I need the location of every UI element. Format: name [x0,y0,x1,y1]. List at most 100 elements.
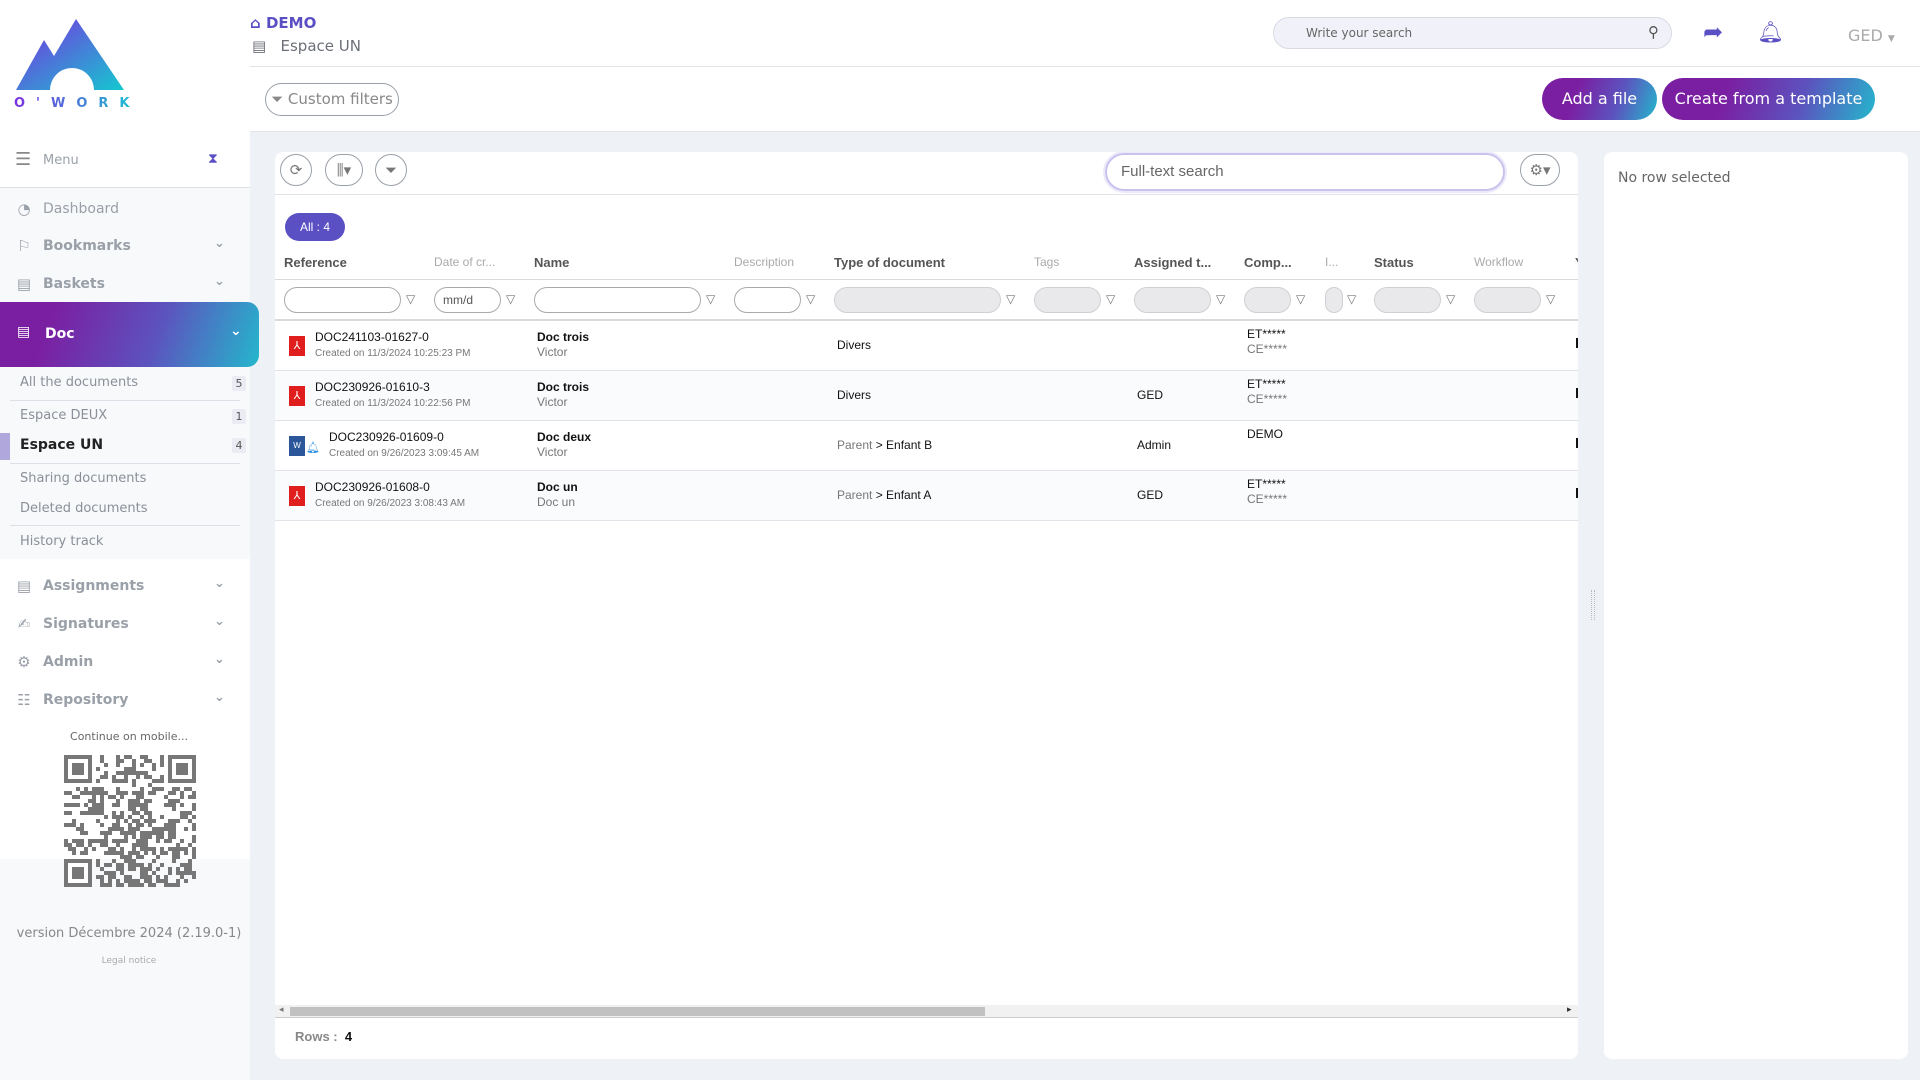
filter-icon[interactable]: ▽ [1106,292,1116,306]
doc-type: Divers [837,338,872,352]
table-row[interactable]: ⅄ DOC230926-01608-0 Created on 9/26/2023 … [275,471,1578,521]
filter-icon[interactable]: ▽ [1546,292,1556,306]
bell-icon[interactable]: 🔔︎ [1757,20,1784,44]
sidebar-item-dashboard[interactable]: ◔ Dashboard [17,200,119,218]
table-row[interactable]: ⅄ DOC230926-01610-3 Created on 11/3/2024 … [275,371,1578,421]
scroll-right-icon[interactable]: ▸ [1567,1005,1572,1015]
filter-i[interactable] [1325,287,1343,313]
column-header-tags[interactable]: Tags [1034,255,1060,269]
divider [275,194,1578,195]
logo-text: O'WORK [14,96,141,111]
filter-icon[interactable]: ▽ [806,292,816,306]
filter-toggle-button[interactable]: ⏷ [375,154,407,186]
column-header-status[interactable]: Status [1374,255,1414,270]
sidebar-item-assignments[interactable]: ▤ Assignments ⌄ [16,576,225,595]
all-count-chip[interactable]: All : 4 [285,213,345,241]
column-header-reference[interactable]: Reference [284,255,347,270]
filter-icon[interactable]: ▽ [1347,292,1357,306]
scroll-left-icon[interactable]: ◂ [279,1005,284,1015]
divider [250,66,1920,67]
created-date: Created on 11/3/2024 10:25:23 PM [315,348,471,359]
hamburger-icon[interactable]: ☰ [15,149,32,170]
filter-icon[interactable]: ▽ [1296,292,1306,306]
assigned-to: GED [1137,488,1164,502]
filter-icon[interactable]: ▽ [506,292,516,306]
count-badge: 5 [232,376,246,391]
filter-workflow[interactable] [1474,287,1541,313]
sidebar-item-admin[interactable]: ⚙ Admin ⌄ [17,652,225,671]
filter-assigned[interactable] [1134,287,1211,313]
active-indicator [0,433,10,460]
qr-code [64,755,196,887]
filter-tags[interactable] [1034,287,1101,313]
sidebar-sub-history[interactable]: History track [20,534,104,549]
columns-icon: ⫼▾ [336,161,352,179]
reference: DOC230926-01608-0 [315,480,430,494]
sidebar-item-bookmarks[interactable]: ⚐ Bookmarks ⌄ [17,236,225,255]
filter-reference[interactable] [284,287,401,313]
filter-status[interactable] [1374,287,1441,313]
logo[interactable]: O'WORK [0,0,250,132]
sidebar-item-baskets[interactable]: ▤ Baskets ⌄ [16,274,225,293]
company-line1: ET***** [1247,477,1286,491]
global-search-input[interactable]: Write your search ⚲ [1273,17,1672,49]
share-icon[interactable]: ➦ [1703,18,1724,46]
search-icon[interactable]: ⚲ [1648,23,1659,41]
column-header-i[interactable]: I... [1325,255,1339,269]
filter-name[interactable] [534,287,701,313]
user-menu[interactable]: GED ▼ [1848,26,1895,45]
filter-icon: ⏷ [384,161,397,179]
filter-icon[interactable]: ▽ [1006,292,1016,306]
refresh-button[interactable]: ⟳ [280,154,312,186]
sidebar-item-signatures[interactable]: ✍ Signatures ⌄ [17,614,225,633]
column-header-y[interactable]: Y [1575,255,1578,270]
column-header-type[interactable]: Type of document [834,255,945,270]
custom-filters-button[interactable]: ⏷ Custom filters [265,83,399,116]
column-header-workflow[interactable]: Workflow [1474,255,1524,269]
doc-name: Doc un [537,480,578,494]
company-line1: ET***** [1247,377,1286,391]
filter-type[interactable] [834,287,1001,313]
filter-icon[interactable]: ▽ [1446,292,1456,306]
add-file-button[interactable]: Add a file [1542,78,1657,120]
scrollbar-thumb[interactable] [290,1007,985,1016]
truncated-cell [1576,488,1578,498]
column-header-name[interactable]: Name [534,255,570,270]
columns-button[interactable]: ⫼▾ [325,154,363,186]
menu-header: ☰ Menu ⧗ [0,132,250,188]
column-header-company[interactable]: Comp... [1244,255,1292,270]
sidebar-sub-espace-un[interactable]: Espace UN [20,437,104,453]
filter-icon[interactable]: ▽ [406,292,416,306]
documents-panel: ⟳ ⫼▾ ⏷ Full-text search ⚙▾ All : 4 Refer… [275,152,1578,1059]
sidebar-sub-espace-deux[interactable]: Espace DEUX [20,408,108,423]
truncated-cell [1576,388,1578,398]
column-header-date[interactable]: Date of cr... [434,255,496,269]
fulltext-search-input[interactable]: Full-text search [1105,153,1505,191]
filter-description[interactable] [734,287,801,313]
breadcrumb-root[interactable]: ⌂ DEMO [250,14,317,32]
bell-icon: 🔔︎ [306,442,320,454]
filter-company[interactable] [1244,287,1291,313]
sidebar-item-repository[interactable]: ☷ Repository ⌄ [17,690,225,709]
company-line1: ET***** [1247,327,1286,341]
sidebar-item-doc[interactable]: ▤ Doc ⌄ [0,302,259,367]
column-header-assigned[interactable]: Assigned t... [1134,255,1212,270]
sidebar-sub-all-documents[interactable]: All the documents [20,375,139,390]
sidebar-sub-deleted[interactable]: Deleted documents [20,501,148,516]
table-row[interactable]: ⅄ DOC241103-01627-0 Created on 11/3/2024 … [275,321,1578,371]
company-line1: DEMO [1247,427,1283,441]
filter-icon[interactable]: ▽ [1216,292,1226,306]
filter-date[interactable]: mm/d [434,287,501,313]
reference: DOC241103-01627-0 [315,330,429,344]
table-row[interactable]: W 🔔︎ DOC230926-01609-0 Created on 9/26/202… [275,421,1578,471]
list-icon: ☷ [17,691,31,709]
panel-resize-handle[interactable] [1591,590,1595,620]
horizontal-scrollbar[interactable]: ◂ ▸ [275,1005,1578,1018]
column-header-description[interactable]: Description [734,255,795,269]
sidebar-sub-sharing[interactable]: Sharing documents [20,471,147,486]
pin-icon[interactable]: ⧗ [208,151,218,167]
filter-icon[interactable]: ▽ [706,292,716,306]
create-from-template-button[interactable]: Create from a template [1662,78,1875,120]
settings-button[interactable]: ⚙▾ [1520,154,1560,186]
legal-notice-link[interactable]: Legal notice [101,956,157,966]
